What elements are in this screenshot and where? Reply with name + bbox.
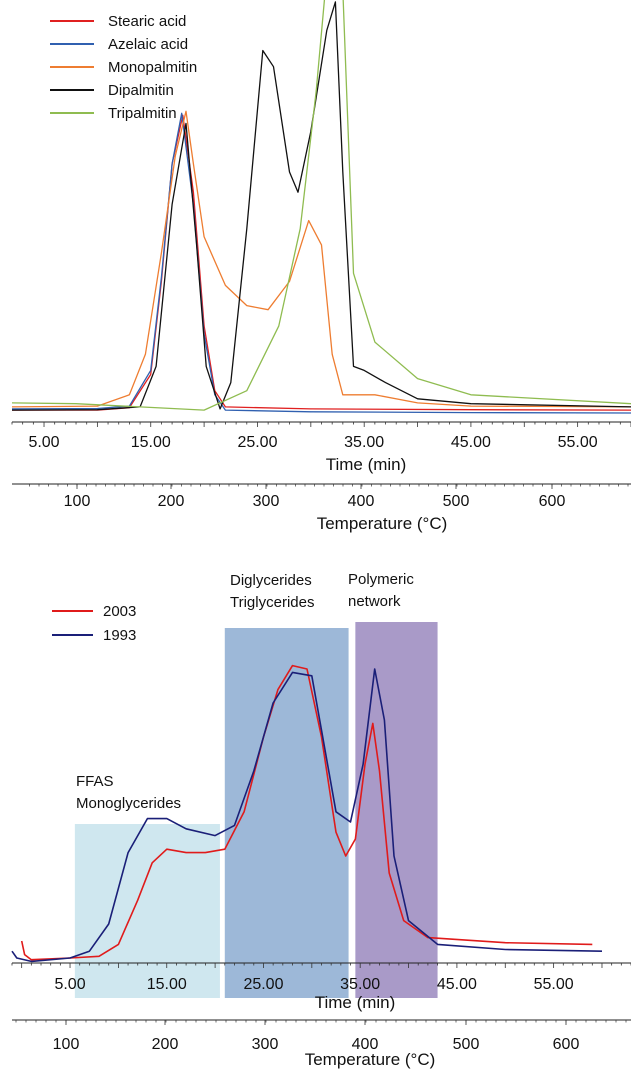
chart-bottom: 5.00 15.00 25.00 35.00 45.00 55.00 Time (min)…	[11, 571, 631, 1069]
x-tick-label: 55.00	[534, 976, 574, 993]
temperature-tick-label: 600	[553, 1036, 580, 1053]
region-label: Polymeric	[348, 571, 414, 588]
legend-bottom: 2003 1993	[52, 603, 136, 644]
temperature-ticks-bottom: 100 200 300 400 500 600	[15, 1020, 627, 1053]
legend-top: Stearic acid Azelaic acid Monopalmitin Dipa…	[50, 13, 197, 122]
series-group-top	[11, 0, 631, 414]
temperature-axis-title-top: Temperature (°C)	[317, 514, 448, 533]
x-tick-label: 45.00	[437, 976, 477, 993]
legend-label-monopalmitin: Monopalmitin	[108, 59, 197, 76]
x-tick-label: 15.00	[131, 434, 171, 451]
temperature-tick-label: 300	[252, 1036, 279, 1053]
region-labels: FFAS Monoglycerides Diglycerides Triglyceri…	[76, 571, 414, 812]
temperature-tick-label: 500	[443, 493, 470, 510]
temperature-tick-label: 400	[352, 1036, 379, 1053]
legend-label-2003: 2003	[103, 603, 136, 620]
x-tick-label: 55.00	[558, 434, 598, 451]
temperature-tick-label: 300	[253, 493, 280, 510]
x-tick-label: 25.00	[237, 434, 277, 451]
temperature-tick-label: 500	[453, 1036, 480, 1053]
x-tick-label: 25.00	[243, 976, 283, 993]
temperature-tick-label: 100	[53, 1036, 80, 1053]
x-tick-label: 45.00	[451, 434, 491, 451]
temperature-axis-title-bottom: Temperature (°C)	[305, 1050, 436, 1069]
series-line-dipalmitin	[11, 1, 631, 411]
series-line-tripalmitin	[11, 0, 631, 411]
region-diglycerides-triglycerides	[224, 628, 349, 998]
series-line-2003	[20, 664, 593, 961]
x-ticks-top: 5.00 15.00 25.00 35.00 45.00 55.00	[11, 422, 631, 451]
region-label: network	[348, 593, 401, 610]
legend-label-azelaic-acid: Azelaic acid	[108, 36, 188, 53]
series-line-1993	[11, 668, 603, 963]
temperature-tick-label: 200	[158, 493, 185, 510]
region-polymeric-network	[355, 622, 438, 998]
region-label: Triglycerides	[230, 594, 314, 611]
region-label: FFAS	[76, 773, 114, 790]
region-label: Diglycerides	[230, 572, 312, 589]
series-line-monopalmitin	[11, 110, 631, 408]
series-line-azelaic-acid	[11, 112, 631, 414]
x-ticks-bottom: 5.00 15.00 25.00 35.00 45.00 55.00	[11, 963, 631, 993]
x-tick-label: 15.00	[147, 976, 187, 993]
x-tick-label: 5.00	[54, 976, 85, 993]
temperature-ticks-top: 100 200 300 400 500 600	[29, 484, 629, 510]
series-line-stearic-acid	[12, 114, 631, 411]
chart-top: 5.00 15.00 25.00 35.00 45.00 55.00 Time (min)…	[11, 0, 631, 533]
temperature-tick-label: 100	[64, 493, 91, 510]
x-tick-label: 5.00	[28, 434, 59, 451]
legend-label-tripalmitin: Tripalmitin	[108, 105, 177, 122]
temperature-tick-label: 400	[348, 493, 375, 510]
temperature-tick-label: 600	[539, 493, 566, 510]
x-axis-title-top: Time (min)	[326, 455, 407, 474]
region-label: Monoglycerides	[76, 795, 181, 812]
legend-label-dipalmitin: Dipalmitin	[108, 82, 174, 99]
x-tick-label: 35.00	[344, 434, 384, 451]
legend-label-1993: 1993	[103, 627, 136, 644]
temperature-tick-label: 200	[152, 1036, 179, 1053]
x-tick-label: 35.00	[340, 976, 380, 993]
legend-label-stearic-acid: Stearic acid	[108, 13, 186, 30]
region-ffas-monoglycerides	[74, 824, 220, 998]
x-axis-title-bottom: Time (min)	[315, 993, 396, 1012]
regions-group	[74, 622, 438, 998]
series-group-bottom	[11, 664, 603, 963]
